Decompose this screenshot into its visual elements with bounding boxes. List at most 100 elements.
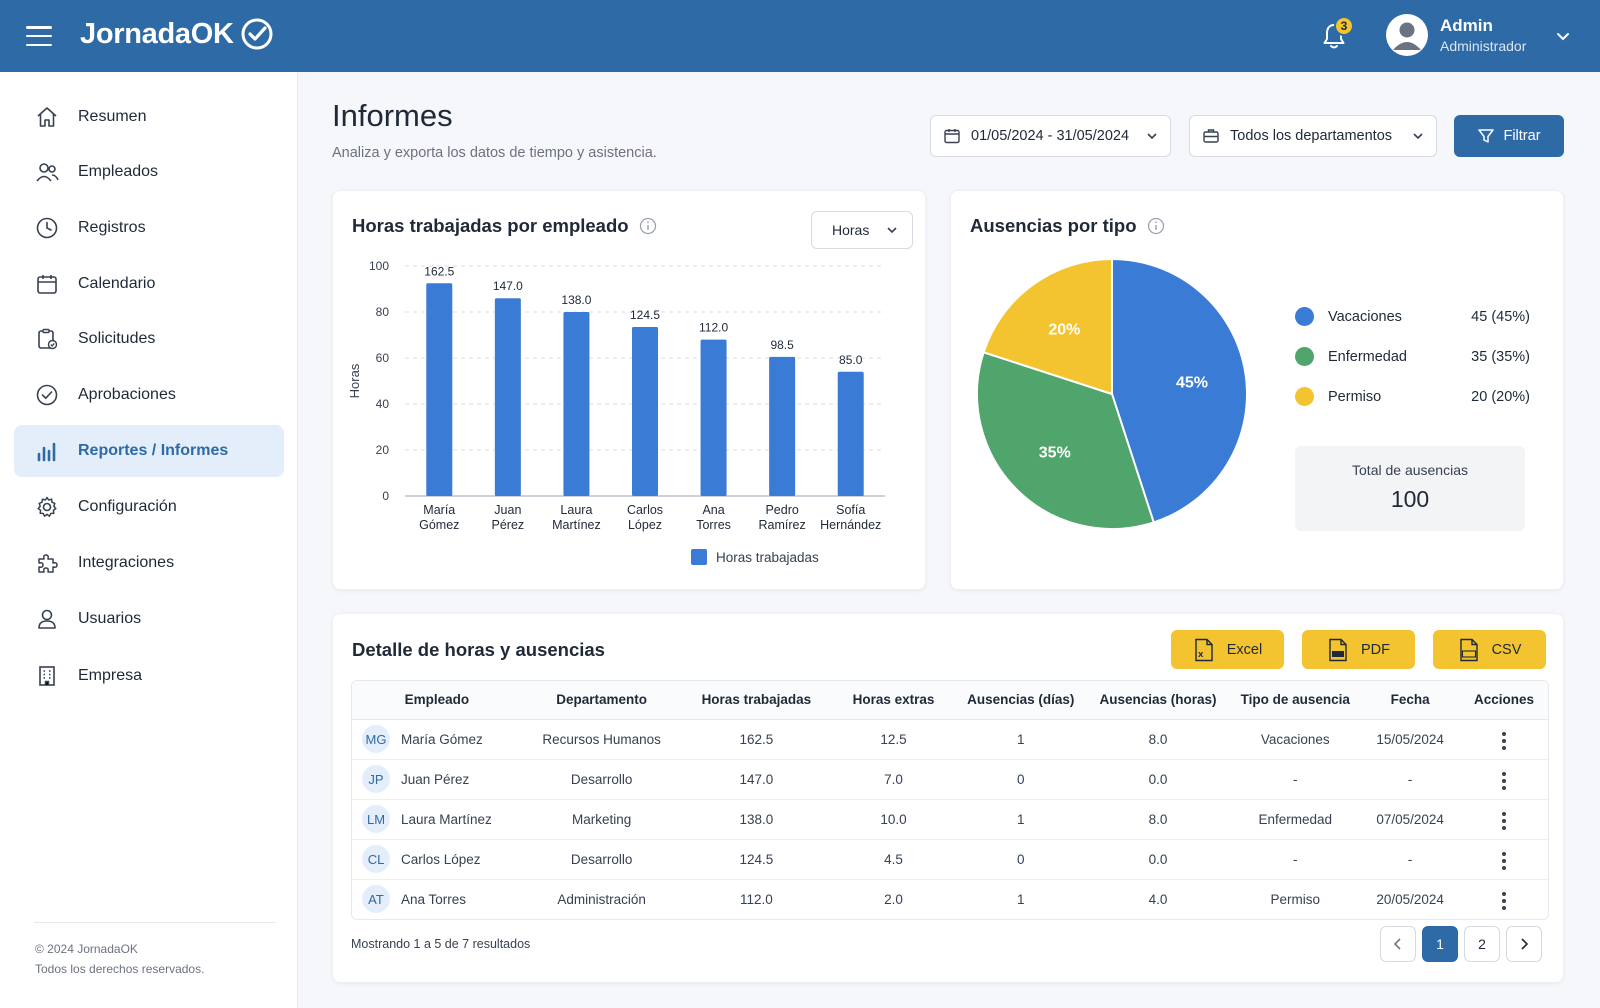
table-row[interactable]: AT Ana Torres Administración 112.0 2.0 1 4.0 Pe… — [352, 879, 1548, 919]
notification-count-badge: 3 — [1334, 16, 1354, 36]
legend-dot — [1295, 387, 1314, 406]
info-icon[interactable] — [1147, 217, 1165, 235]
pie-slice-enfermedad[interactable] — [976, 351, 1155, 530]
briefcase-icon — [1203, 129, 1219, 143]
clipboard-icon — [34, 326, 60, 352]
legend-dot — [1295, 307, 1314, 326]
more-options-icon[interactable] — [1496, 888, 1512, 914]
bar-data-label: 98.5 — [770, 338, 794, 352]
pagination-prev-button[interactable] — [1380, 926, 1416, 962]
cell-days: 1 — [1017, 891, 1025, 907]
pdf-file-icon — [1329, 638, 1347, 661]
chevron-down-icon[interactable] — [1556, 29, 1570, 43]
x-tick-label: Martínez — [552, 518, 601, 532]
sidebar-item-solicitudes[interactable]: Solicitudes — [14, 313, 284, 365]
excel-file-icon: X — [1195, 638, 1213, 661]
page-subtitle: Analiza y exporta los datos de tiempo y … — [332, 145, 657, 161]
filter-icon — [1478, 129, 1495, 143]
filter-button[interactable]: Filtrar — [1454, 115, 1564, 157]
table-row[interactable]: CL Carlos López Desarrollo 124.5 4.5 0 0.0- - — [352, 839, 1548, 880]
y-tick-label: 60 — [376, 351, 390, 365]
cell-type: - — [1230, 839, 1361, 880]
sidebar-item-aprobaciones[interactable]: Aprobaciones — [14, 369, 284, 421]
users-icon — [34, 159, 60, 185]
department-value: Todos los departamentos — [1230, 128, 1393, 144]
detail-table-card: Detalle de horas y ausencias X Excel PDF… — [332, 613, 1564, 983]
y-axis-label: Horas — [347, 363, 362, 398]
column-header-fecha[interactable]: Fecha — [1360, 681, 1461, 720]
employee-name: Ana Torres — [401, 891, 467, 907]
app-logo[interactable]: JornadaOK — [80, 17, 274, 51]
column-header-horas-trabajadas[interactable]: Horas trabajadas — [681, 681, 832, 720]
cell-hours: 162.5 — [681, 719, 832, 760]
pagination-page-1[interactable]: 1 — [1422, 926, 1458, 962]
sidebar-item-calendario[interactable]: Calendario — [14, 258, 284, 310]
table-row[interactable]: MG María Gómez Recursos Humanos 162.5 12.5 1 8… — [352, 719, 1548, 760]
employee-cell: AT Ana Torres — [352, 879, 522, 919]
column-header-horas-extras[interactable]: Horas extras — [831, 681, 956, 720]
hamburger-menu-icon[interactable] — [24, 22, 54, 50]
sidebar: Resumen Empleados Registros Calendario S… — [0, 72, 298, 1008]
sidebar-item-registros[interactable]: Registros — [14, 202, 284, 254]
employee-cell: JP Juan Pérez — [352, 759, 522, 800]
cell-dept: Marketing — [521, 799, 682, 840]
legend-label: Enfermedad — [1328, 348, 1407, 365]
sidebar-item-resumen[interactable]: Resumen — [14, 91, 284, 143]
more-options-icon[interactable] — [1496, 728, 1512, 754]
column-header-ausencias-dias[interactable]: Ausencias (días) — [955, 681, 1086, 720]
department-select[interactable]: Todos los departamentos — [1189, 115, 1437, 157]
table-row[interactable]: LM Laura Martínez Marketing 138.0 10.0 1 8.0 En… — [352, 799, 1548, 840]
column-header-empleado[interactable]: Empleado — [352, 681, 522, 720]
export-csv-button[interactable]: CSV — [1433, 630, 1546, 669]
sidebar-item-usuarios[interactable]: Usuarios — [14, 593, 284, 645]
user-menu[interactable]: Admin Administrador — [1386, 14, 1570, 56]
pie-slice-vacaciones[interactable] — [1111, 257, 1248, 524]
pie-chart-title: Ausencias por tipo — [970, 215, 1165, 237]
pagination-next-button[interactable] — [1506, 926, 1542, 962]
bar-chart-icon — [34, 438, 60, 464]
unit-select[interactable]: Horas — [811, 211, 913, 249]
info-icon[interactable] — [639, 217, 657, 235]
employee-avatar: LM — [362, 805, 390, 833]
chevron-left-icon — [1393, 938, 1401, 950]
more-options-icon[interactable] — [1496, 848, 1512, 874]
cell-abs-hours: 4.0 — [1148, 891, 1168, 907]
column-header-ausencias-horas[interactable]: Ausencias (horas) — [1085, 681, 1231, 720]
date-range-select[interactable]: 01/05/2024 - 31/05/2024 — [930, 115, 1171, 157]
export-pdf-button[interactable]: PDF — [1302, 630, 1415, 669]
cell-days: 0 — [955, 839, 1086, 880]
clock-icon — [34, 215, 60, 241]
bar-chart-title-text: Horas trabajadas por empleado — [352, 215, 629, 236]
cell-date: 15/05/2024 — [1360, 719, 1461, 760]
pie-legend-permiso: Permiso 20 (20%) — [1295, 387, 1530, 406]
total-absences-value: 100 — [1390, 486, 1430, 512]
sidebar-divider — [34, 922, 276, 923]
more-options-icon[interactable] — [1496, 768, 1512, 794]
unit-select-value: Horas — [832, 222, 870, 238]
more-options-icon[interactable] — [1496, 808, 1512, 834]
cell-extra: 10.0 — [831, 799, 956, 840]
bar-4 — [632, 326, 658, 496]
sidebar-item-label: Empresa — [78, 667, 143, 684]
x-tick-label: Juan — [494, 503, 521, 517]
user-name: Admin — [1440, 16, 1493, 35]
column-header-departamento[interactable]: Departamento — [521, 681, 682, 720]
building-icon — [34, 663, 60, 689]
cell-date: - — [1360, 759, 1461, 800]
sidebar-item-integraciones[interactable]: Integraciones — [14, 537, 284, 589]
cell-days: 0 — [955, 759, 1086, 800]
export-excel-button[interactable]: X Excel — [1171, 630, 1284, 669]
column-header-tipo-ausencia[interactable]: Tipo de ausencia — [1230, 681, 1361, 720]
bar-data-label: 138.0 — [561, 293, 591, 307]
sidebar-item-configuracion[interactable]: Configuración — [14, 481, 284, 533]
pagination-page-2[interactable]: 2 — [1464, 926, 1500, 962]
bar-chart-title: Horas trabajadas por empleado — [352, 215, 657, 237]
bar-data-label: 112.0 — [699, 321, 728, 335]
cell-date: - — [1360, 839, 1461, 880]
pie-slice-permiso[interactable] — [982, 257, 1113, 396]
sidebar-item-empleados[interactable]: Empleados — [14, 146, 284, 198]
x-tick-label: Pedro — [765, 503, 798, 517]
sidebar-item-empresa[interactable]: Empresa — [14, 650, 284, 702]
table-row[interactable]: JP Juan Pérez Desarrollo 147.0 7.0 0 0.0- - — [352, 759, 1548, 800]
sidebar-item-reportes[interactable]: Reportes / Informes — [14, 425, 284, 477]
